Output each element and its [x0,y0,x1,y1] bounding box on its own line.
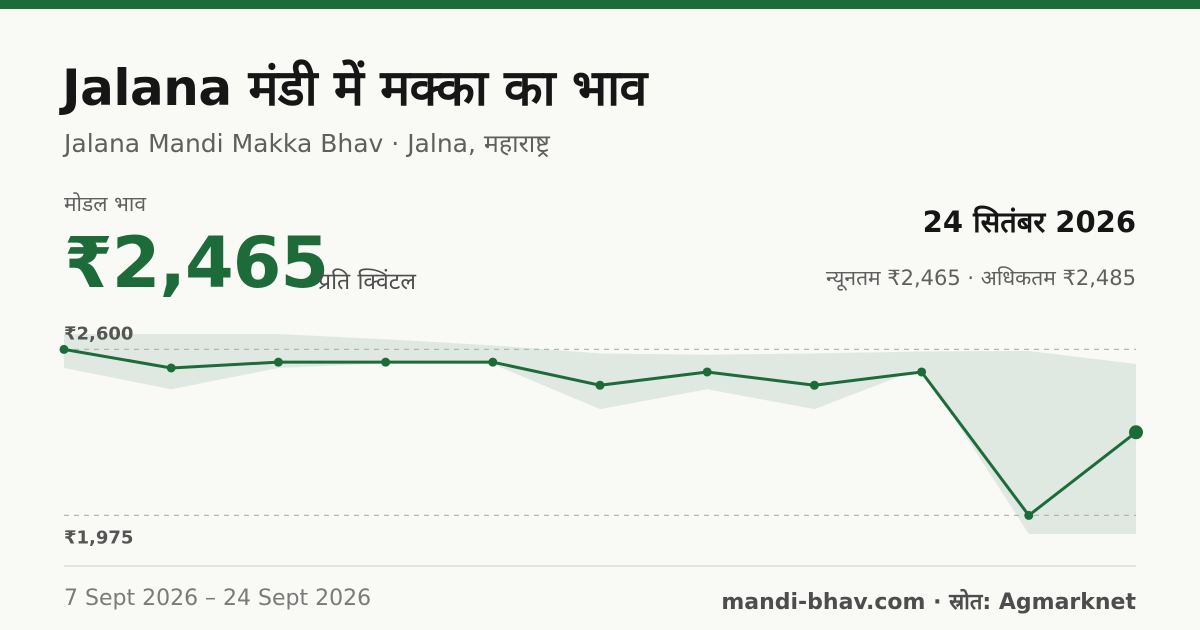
price-chart: ₹2,600 ₹1,975 [59,323,1143,548]
page-title: Jalana मंडी में मक्का का भाव [62,59,647,117]
footer-source: mandi-bhav.com · स्रोत: Agmarknet [721,590,1136,615]
data-point [1024,510,1034,520]
min-max-range: न्यूनतम ₹2,465 · अधिकतम ₹2,485 [826,266,1136,290]
data-point [381,357,391,367]
min-max-band [64,334,1136,534]
latest-data-point [1129,425,1143,440]
data-point [917,367,927,377]
y-tick-label: ₹2,600 [64,323,133,344]
y-tick-label: ₹1,975 [64,527,133,548]
price-date: 24 सितंबर 2026 [922,205,1136,239]
footer-date-range: 7 Sept 2026 – 24 Sept 2026 [64,586,372,611]
data-point [809,380,819,390]
data-point [59,344,69,354]
modal-price-value: ₹2,465 [64,222,329,304]
page-subtitle: Jalana Mandi Makka Bhav · Jalna, महाराष्… [64,129,550,158]
footer-divider [64,565,1136,567]
data-point [166,363,176,373]
top-accent-bar [0,0,1200,9]
modal-price-label: मोडल भाव [64,192,147,216]
price-unit: प्रति क्विंटल [318,269,416,295]
data-point [488,357,498,367]
data-point [273,357,283,367]
data-point [595,380,605,390]
data-point [702,367,712,377]
